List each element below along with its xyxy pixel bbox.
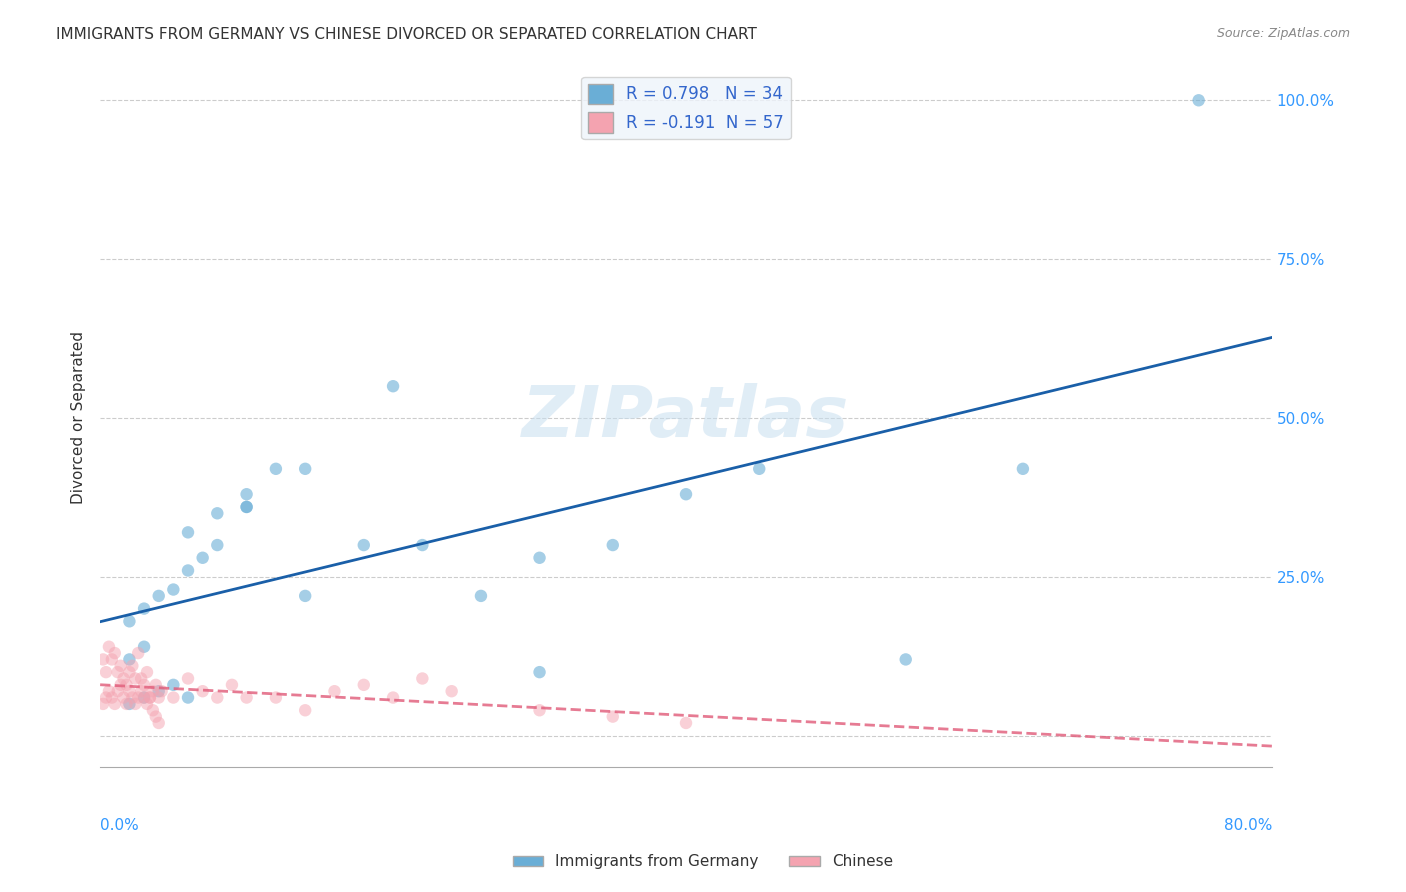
Point: [97, 684, 120, 698]
Point: [235, 500, 257, 514]
Point: [115, 678, 138, 692]
Legend: Immigrants from Germany, Chinese: Immigrants from Germany, Chinese: [506, 848, 900, 875]
Point: [221, 678, 243, 692]
Text: 80.0%: 80.0%: [1223, 818, 1272, 833]
Point: [748, 462, 770, 476]
Point: [91, 652, 114, 666]
Point: [104, 697, 127, 711]
Point: [264, 462, 287, 476]
Point: [207, 690, 229, 705]
Point: [91, 697, 114, 711]
Point: [162, 690, 184, 705]
Point: [104, 646, 127, 660]
Point: [294, 462, 316, 476]
Point: [264, 690, 287, 705]
Point: [529, 665, 551, 680]
Point: [602, 709, 624, 723]
Point: [136, 665, 159, 680]
Point: [145, 678, 167, 692]
Point: [148, 690, 170, 705]
Point: [107, 665, 129, 680]
Point: [177, 672, 200, 686]
Point: [124, 697, 146, 711]
Point: [121, 658, 143, 673]
Point: [148, 589, 170, 603]
Point: [148, 684, 170, 698]
Point: [112, 690, 135, 705]
Point: [145, 709, 167, 723]
Point: [207, 506, 229, 520]
Point: [162, 582, 184, 597]
Point: [150, 684, 173, 698]
Point: [235, 500, 257, 514]
Point: [129, 684, 152, 698]
Point: [101, 652, 124, 666]
Y-axis label: Divorced or Separated: Divorced or Separated: [72, 332, 86, 505]
Point: [115, 697, 138, 711]
Point: [675, 487, 697, 501]
Point: [132, 678, 155, 692]
Point: [132, 640, 155, 654]
Point: [110, 658, 132, 673]
Point: [132, 601, 155, 615]
Point: [382, 379, 405, 393]
Point: [94, 665, 117, 680]
Point: [107, 684, 129, 698]
Point: [675, 716, 697, 731]
Point: [235, 487, 257, 501]
Text: IMMIGRANTS FROM GERMANY VS CHINESE DIVORCED OR SEPARATED CORRELATION CHART: IMMIGRANTS FROM GERMANY VS CHINESE DIVOR…: [56, 27, 756, 42]
Point: [132, 690, 155, 705]
Point: [177, 690, 200, 705]
Point: [894, 652, 917, 666]
Point: [118, 652, 141, 666]
Point: [470, 589, 492, 603]
Text: ZIPatlas: ZIPatlas: [522, 384, 849, 452]
Point: [529, 703, 551, 717]
Point: [110, 678, 132, 692]
Point: [118, 697, 141, 711]
Point: [139, 690, 162, 705]
Legend: R = 0.798   N = 34, R = -0.191  N = 57: R = 0.798 N = 34, R = -0.191 N = 57: [581, 77, 790, 139]
Point: [101, 690, 124, 705]
Point: [294, 589, 316, 603]
Point: [129, 672, 152, 686]
Point: [411, 672, 433, 686]
Point: [139, 690, 162, 705]
Point: [132, 690, 155, 705]
Text: 0.0%: 0.0%: [100, 818, 139, 833]
Point: [142, 703, 165, 717]
Point: [235, 690, 257, 705]
Point: [124, 672, 146, 686]
Point: [177, 525, 200, 540]
Point: [1188, 93, 1211, 107]
Point: [411, 538, 433, 552]
Point: [94, 690, 117, 705]
Point: [118, 665, 141, 680]
Point: [148, 716, 170, 731]
Point: [602, 538, 624, 552]
Point: [142, 684, 165, 698]
Point: [127, 646, 149, 660]
Point: [353, 538, 375, 552]
Point: [353, 678, 375, 692]
Point: [440, 684, 463, 698]
Point: [136, 697, 159, 711]
Point: [382, 690, 405, 705]
Point: [127, 690, 149, 705]
Point: [97, 640, 120, 654]
Point: [118, 684, 141, 698]
Text: Source: ZipAtlas.com: Source: ZipAtlas.com: [1216, 27, 1350, 40]
Point: [191, 550, 214, 565]
Point: [294, 703, 316, 717]
Point: [191, 684, 214, 698]
Point: [121, 690, 143, 705]
Point: [529, 550, 551, 565]
Point: [1012, 462, 1035, 476]
Point: [323, 684, 346, 698]
Point: [118, 615, 141, 629]
Point: [207, 538, 229, 552]
Point: [177, 564, 200, 578]
Point: [162, 678, 184, 692]
Point: [112, 672, 135, 686]
